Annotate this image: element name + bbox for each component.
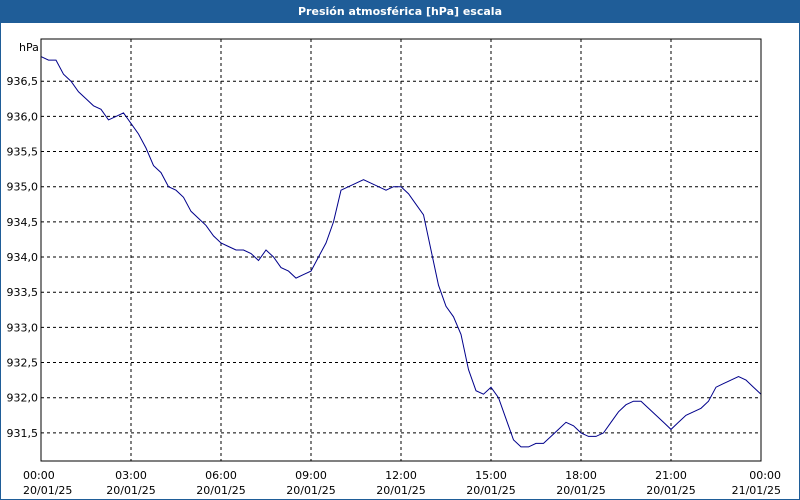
x-axis-ticks: 00:00 20/01/25 03:00 20/01/25 06:00 20/01/25 0…: [23, 469, 781, 497]
y-tick-label: 936,0: [7, 110, 39, 123]
y-tick-label: 935,0: [7, 181, 39, 194]
y-tick-label: 934,5: [7, 216, 39, 229]
x-tick-date-label: 20/01/25: [196, 484, 245, 497]
x-tick-time-label: 18:00: [565, 469, 597, 482]
y-tick-label: 935,5: [7, 146, 39, 159]
y-tick-label: 932,5: [7, 357, 39, 370]
x-tick-time-label: 09:00: [295, 469, 327, 482]
x-tick-time-label: 03:00: [115, 469, 147, 482]
x-tick-time-label: 15:00: [475, 469, 507, 482]
x-tick-date-label: 20/01/25: [23, 484, 72, 497]
x-tick-date-label: 20/01/25: [106, 484, 155, 497]
window-title: Presión atmosférica [hPa] escala: [1, 1, 799, 23]
x-tick-time-label: 00:00: [23, 469, 55, 482]
x-tick-date-label: 20/01/25: [286, 484, 335, 497]
y-tick-label: 934,0: [7, 251, 39, 264]
grid-lines: [41, 39, 761, 461]
y-tick-label: 932,0: [7, 392, 39, 405]
x-tick-date-label: 21/01/25: [732, 484, 781, 497]
x-tick-date-label: 20/01/25: [556, 484, 605, 497]
x-tick-time-label: 12:00: [385, 469, 417, 482]
y-tick-label: 933,5: [7, 286, 39, 299]
y-tick-label: 933,0: [7, 321, 39, 334]
x-tick-time-label: 06:00: [205, 469, 237, 482]
x-tick-date-label: 20/01/25: [376, 484, 425, 497]
y-tick-label: 936,5: [7, 75, 39, 88]
pressure-series-line: [40, 56, 762, 448]
plot-area-frame: [40, 38, 762, 462]
y-tick-label: 931,5: [7, 427, 39, 440]
x-tick-time-label: 00:00: [749, 469, 781, 482]
y-axis-unit-label: hPa: [19, 41, 39, 54]
y-axis-ticks: 936,5 936,0 935,5 935,0 934,5 934,0 933,5 933,0…: [7, 75, 39, 440]
x-tick-time-label: 21:00: [655, 469, 687, 482]
x-tick-date-label: 20/01/25: [646, 484, 695, 497]
x-tick-date-label: 20/01/25: [466, 484, 515, 497]
